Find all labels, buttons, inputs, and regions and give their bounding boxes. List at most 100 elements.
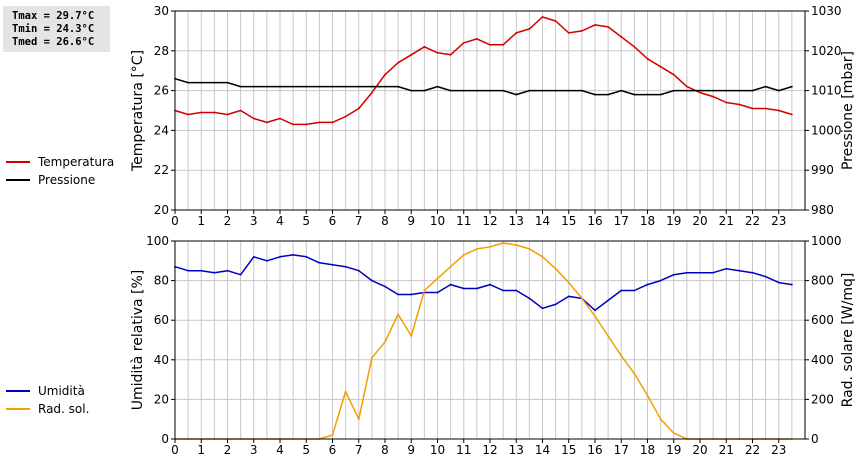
data-point-umidit [200, 269, 203, 272]
y-right-tick-label: 200 [811, 392, 834, 406]
data-point-pressione [502, 89, 505, 92]
data-point-rad-sol [423, 289, 426, 292]
x-tick-label: 20 [692, 443, 707, 457]
data-point-temperatura [213, 111, 216, 114]
x-tick-label: 2 [224, 214, 232, 228]
data-point-pressione [279, 85, 281, 88]
data-point-rad-sol [580, 297, 583, 300]
data-point-umidit [436, 291, 439, 294]
data-point-temperatura [633, 45, 636, 48]
data-point-pressione [751, 89, 754, 92]
data-point-rad-sol [370, 356, 373, 359]
data-point-rad-sol [620, 354, 623, 357]
data-point-rad-sol [436, 277, 439, 280]
data-point-pressione [738, 89, 741, 92]
y-left-axis-title: Umidità relativa [%] [130, 270, 146, 411]
data-point-temperatura [502, 43, 505, 46]
data-point-pressione [712, 89, 715, 92]
x-tick-label: 21 [719, 214, 734, 228]
x-tick-label: 17 [614, 214, 629, 228]
data-point-pressione [265, 85, 268, 88]
data-point-temperatura [515, 31, 518, 34]
data-point-temperatura [279, 117, 281, 120]
data-point-pressione [633, 93, 636, 96]
data-point-pressione [699, 89, 701, 92]
data-point-umidit [357, 269, 360, 272]
y-left-tick-label: 30 [154, 4, 169, 18]
data-point-temperatura [344, 115, 347, 118]
data-point-temperatura [292, 123, 295, 126]
series-line-temperatura [174, 16, 793, 126]
stats-box: Tmax = 29.7°C Tmin = 24.3°C Tmed = 26.6°… [3, 6, 110, 52]
data-point-umidit [554, 303, 557, 306]
x-tick-label: 8 [381, 443, 389, 457]
y-right-tick-label: 400 [811, 353, 834, 367]
x-tick-label: 7 [355, 214, 363, 228]
data-point-pressione [331, 85, 334, 88]
data-point-temperatura [567, 31, 570, 34]
x-tick-label: 22 [745, 214, 760, 228]
data-point-pressione [580, 89, 583, 92]
data-point-rad-sol [344, 390, 347, 393]
data-point-pressione [475, 89, 478, 92]
data-point-temperatura [764, 107, 767, 110]
data-point-temperatura [607, 26, 610, 28]
data-point-pressione [725, 89, 728, 92]
data-point-umidit [633, 289, 636, 292]
y-right-tick-label: 1020 [811, 44, 842, 58]
data-point-umidit [187, 269, 190, 272]
data-point-temperatura [370, 91, 373, 94]
data-point-rad-sol [397, 313, 400, 316]
data-point-temperatura [489, 43, 491, 46]
data-point-pressione [200, 81, 203, 84]
data-point-temperatura [528, 28, 531, 30]
data-point-pressione [397, 85, 400, 88]
data-point-pressione [790, 85, 793, 88]
tmed-text: Tmed = 26.6°C [12, 36, 95, 48]
data-point-rad-sol [410, 335, 413, 337]
x-tick-label: 11 [456, 443, 471, 457]
data-point-rad-sol [554, 267, 557, 270]
data-point-pressione [672, 89, 675, 92]
y-right-axis-title: Rad. solare [W/mq] [840, 273, 856, 408]
y-right-tick-label: 600 [811, 313, 834, 327]
x-tick-label: 22 [745, 443, 760, 457]
data-point-temperatura [646, 57, 649, 60]
data-point-temperatura [423, 45, 426, 48]
x-tick-label: 16 [587, 214, 602, 228]
data-point-temperatura [620, 35, 623, 38]
data-point-temperatura [475, 37, 478, 40]
data-point-pressione [659, 93, 662, 96]
data-point-rad-sol [594, 315, 596, 318]
data-point-umidit [475, 287, 478, 290]
data-point-pressione [305, 85, 308, 88]
x-tick-label: 13 [509, 214, 524, 228]
series-line-umidit [174, 254, 793, 312]
legend-label-umidit: Umidità [38, 384, 85, 398]
data-point-temperatura [790, 113, 793, 116]
x-tick-label: 15 [561, 214, 576, 228]
data-point-umidit [685, 271, 688, 274]
data-point-umidit [594, 309, 596, 312]
x-tick-label: 9 [407, 214, 415, 228]
x-tick-label: 6 [329, 443, 337, 457]
data-point-pressione [646, 93, 649, 96]
data-point-umidit [528, 297, 531, 300]
data-point-rad-sol [489, 246, 491, 248]
x-tick-label: 0 [171, 214, 179, 228]
data-point-temperatura [738, 103, 741, 106]
x-tick-label: 6 [329, 214, 337, 228]
data-point-umidit [777, 281, 780, 284]
data-point-pressione [187, 81, 190, 84]
data-point-rad-sol [659, 418, 662, 421]
y-left-tick-label: 100 [146, 234, 169, 248]
data-point-temperatura [659, 65, 662, 68]
data-point-temperatura [384, 73, 386, 76]
data-point-pressione [292, 85, 295, 88]
data-point-temperatura [594, 24, 596, 26]
data-point-temperatura [410, 53, 413, 56]
data-point-umidit [659, 279, 662, 282]
data-point-pressione [489, 89, 491, 92]
data-point-pressione [462, 89, 465, 92]
